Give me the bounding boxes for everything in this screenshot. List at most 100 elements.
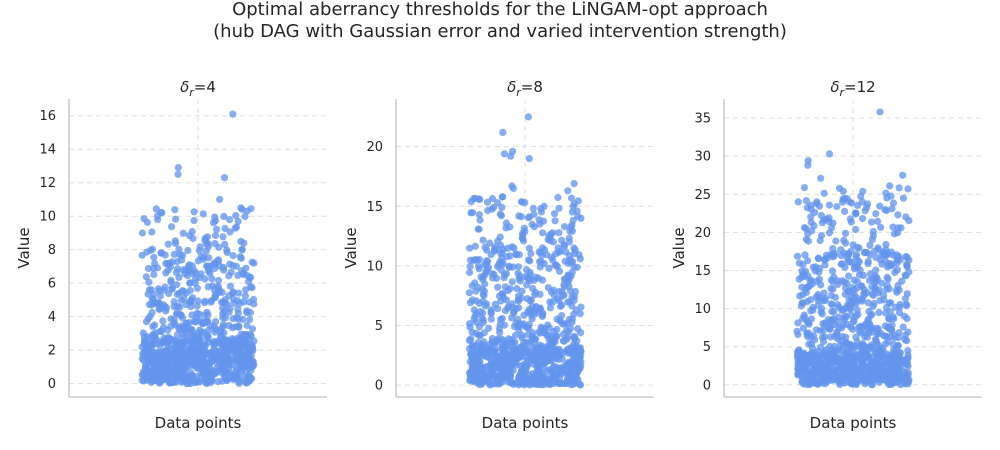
- data-point: [168, 284, 176, 292]
- y-tick-label: 10: [366, 259, 383, 274]
- data-point: [895, 309, 904, 317]
- data-point: [494, 283, 502, 291]
- data-point: [467, 198, 475, 206]
- data-point: [849, 325, 857, 333]
- data-point: [468, 282, 476, 290]
- data-point: [868, 290, 876, 298]
- data-point: [903, 262, 911, 270]
- data-point: [520, 311, 528, 319]
- data-point: [549, 339, 557, 347]
- data-point: [245, 298, 253, 306]
- data-point: [498, 362, 506, 370]
- data-point: [861, 248, 869, 256]
- data-point: [187, 298, 195, 306]
- data-point: [537, 205, 545, 213]
- data-point: [808, 359, 816, 368]
- data-point: [151, 321, 159, 329]
- data-point: [880, 332, 888, 340]
- data-point: [798, 283, 806, 291]
- data-point: [901, 271, 909, 279]
- data-point: [834, 335, 842, 343]
- data-point: [195, 247, 204, 255]
- data-point: [498, 193, 506, 201]
- data-point: [535, 216, 543, 224]
- data-point: [834, 301, 842, 309]
- data-point: [512, 354, 520, 362]
- data-point: [899, 323, 907, 331]
- data-point: [815, 294, 824, 302]
- data-point: [220, 174, 229, 182]
- data-point: [542, 357, 550, 365]
- data-point: [571, 288, 580, 296]
- figure-title-line1: Optimal aberrancy thresholds for the LiN…: [232, 0, 768, 20]
- data-point: [198, 342, 206, 350]
- y-tick-label: 12: [39, 176, 56, 191]
- data-point: [469, 341, 477, 349]
- data-point: [481, 280, 489, 288]
- data-point: [856, 266, 864, 274]
- data-point: [872, 266, 880, 274]
- data-point: [868, 218, 876, 226]
- data-point: [793, 252, 802, 260]
- data-point: [520, 237, 528, 245]
- data-point: [201, 236, 209, 244]
- data-point: [507, 152, 515, 160]
- data-point: [248, 258, 256, 266]
- data-point: [187, 329, 195, 337]
- data-point: [511, 331, 520, 339]
- data-point: [533, 363, 541, 371]
- data-point: [219, 310, 227, 318]
- data-point: [546, 298, 554, 306]
- data-point: [829, 250, 837, 258]
- data-point: [828, 301, 836, 309]
- data-point: [804, 161, 812, 169]
- data-point: [891, 358, 899, 366]
- data-point: [551, 210, 559, 218]
- data-point: [555, 297, 563, 305]
- data-point: [883, 194, 891, 202]
- data-point: [871, 367, 879, 375]
- data-point: [160, 286, 168, 294]
- data-point: [505, 302, 513, 311]
- data-point: [848, 368, 856, 376]
- data-point: [496, 329, 504, 337]
- data-point: [545, 344, 553, 352]
- data-point: [901, 295, 910, 303]
- data-point: [214, 256, 222, 264]
- data-point: [184, 349, 192, 358]
- data-point: [234, 374, 242, 382]
- data-point: [850, 361, 858, 369]
- x-axis-label: Data points: [155, 414, 242, 432]
- data-point: [869, 232, 878, 240]
- data-point: [220, 362, 228, 370]
- data-point: [194, 297, 202, 305]
- data-point: [235, 289, 243, 297]
- data-point: [820, 337, 828, 346]
- data-point: [878, 279, 886, 287]
- data-point: [887, 380, 895, 389]
- data-point: [174, 170, 182, 178]
- data-point: [509, 184, 517, 192]
- data-point: [853, 243, 861, 251]
- data-point: [891, 303, 900, 311]
- data-point: [237, 237, 245, 245]
- data-point: [560, 275, 568, 283]
- data-point: [180, 294, 188, 302]
- data-point: [831, 293, 840, 301]
- data-point: [807, 201, 815, 209]
- data-point: [904, 328, 912, 336]
- data-point: [864, 374, 872, 383]
- data-point: [828, 267, 837, 275]
- data-point: [555, 267, 564, 275]
- data-point: [872, 253, 880, 261]
- data-point: [885, 260, 893, 268]
- data-point: [465, 289, 473, 297]
- data-point: [853, 278, 862, 286]
- data-point: [235, 342, 243, 350]
- data-point: [794, 330, 802, 339]
- data-point: [144, 264, 153, 273]
- data-point: [181, 371, 189, 379]
- data-point: [483, 266, 491, 274]
- data-point: [490, 270, 498, 278]
